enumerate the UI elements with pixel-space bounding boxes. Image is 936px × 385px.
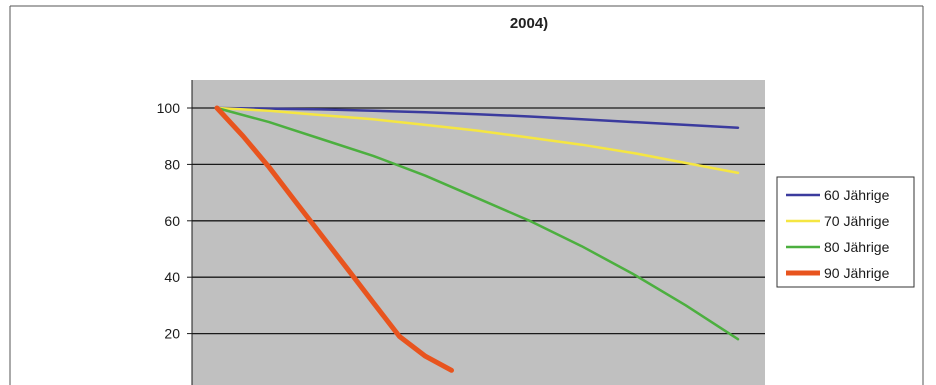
series-line-70-jaehrige [215, 106, 740, 175]
y-tick-label: 100 [157, 100, 181, 116]
y-tick-label: 80 [164, 156, 180, 172]
series-line-80-jaehrige [215, 106, 740, 341]
legend-label: 70 Jährige [824, 213, 890, 229]
legend: 60 Jährige 70 Jährige 80 Jährige 90 Jährige [776, 176, 915, 288]
y-tick-label: 40 [164, 269, 180, 285]
y-tick-label: 0 [172, 382, 180, 385]
series-lines [214, 105, 740, 373]
y-axis: 0 20 40 60 80 100 [157, 80, 193, 385]
legend-label: 60 Jährige [824, 187, 890, 203]
series-line-90-jaehrige [214, 105, 454, 373]
series-line-60-jaehrige [215, 106, 740, 129]
y-tick-label: 60 [164, 213, 180, 229]
y-tick-label: 20 [164, 326, 180, 342]
legend-label: 80 Jährige [824, 239, 890, 255]
chart-title: 2004) [510, 15, 548, 32]
legend-label: 90 Jährige [824, 265, 890, 281]
